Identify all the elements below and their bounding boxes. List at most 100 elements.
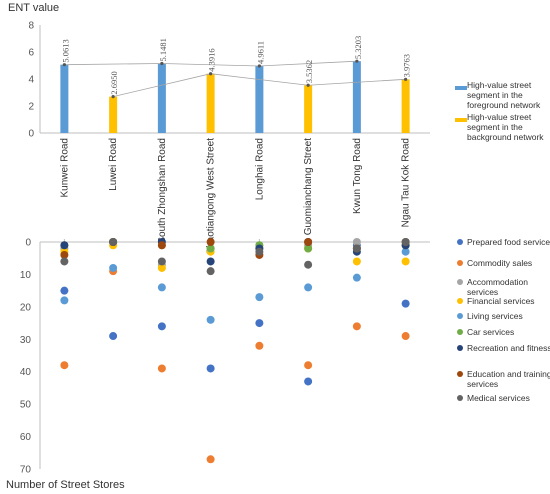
top-legend: High-value street segment in the foregro… [455, 80, 550, 142]
point-living-services [255, 293, 264, 302]
bar-foreground [60, 64, 69, 133]
bar-background [109, 96, 118, 133]
bar-foreground [352, 61, 361, 133]
point-living-services [109, 263, 118, 272]
legend-swatch [457, 345, 463, 351]
point-prepared-food-services [255, 319, 264, 328]
legend-label: High-value street segment in the foregro… [467, 80, 541, 110]
y-tick-label: 6 [28, 48, 34, 59]
legend-label: Recreation and fitness [467, 343, 550, 353]
data-point [355, 59, 359, 63]
point-recreation-and-fitness [60, 241, 69, 250]
bottom-legend: Prepared food services Commodity sales Acc… [455, 237, 550, 407]
point-living-services [401, 247, 410, 256]
category-label: Ngau Tau Kok Road [401, 138, 412, 227]
point-recreation-and-fitness [206, 257, 215, 266]
point-medical-services [206, 267, 215, 276]
data-point [160, 61, 164, 66]
bar-background [401, 79, 410, 133]
category-label: Chaotiangong West Street [206, 138, 217, 255]
point-medical-services [352, 244, 361, 253]
legend-swatch [457, 395, 463, 401]
trend-line-background [113, 73, 406, 98]
point-prepared-food-services [304, 377, 313, 386]
category-label: South Zhongshan Road [157, 138, 168, 244]
point-living-services [157, 283, 166, 292]
point-financial-services [157, 263, 166, 272]
data-point [62, 63, 66, 67]
legend-label: Medical services [467, 393, 530, 403]
point-accommodation-services [352, 238, 361, 246]
legend-label: Car services [467, 327, 515, 337]
point-commodity-sales [157, 364, 166, 373]
data-point [111, 95, 115, 99]
legend-swatch [457, 329, 463, 335]
y-tick-label: 30 [20, 335, 32, 346]
category-label: Kwun Tong Road [352, 138, 363, 214]
category-label: Longhai Road [254, 138, 265, 200]
top-y-axis-label: ENT value [8, 2, 60, 14]
point-prepared-food-services [401, 299, 410, 308]
legend-swatch [457, 279, 463, 285]
point-living-services [352, 273, 361, 282]
legend-label: Prepared food services [467, 237, 550, 247]
point-prepared-food-services [109, 332, 118, 341]
point-car-services [206, 244, 215, 253]
point-commodity-sales [206, 455, 215, 464]
y-tick-label: 2 [28, 102, 34, 113]
point-prepared-food-services [206, 364, 215, 373]
bottom-x-axis-label: Number of Street Stores [6, 479, 125, 491]
legend-swatch [457, 298, 463, 304]
legend-swatch [455, 86, 467, 90]
category-label: Guomianchang Street [303, 138, 314, 236]
point-medical-services [255, 247, 264, 256]
point-education-and-training-services [206, 238, 215, 246]
point-education-and-training-services [157, 241, 166, 250]
point-education-and-training-services [304, 238, 313, 246]
point-car-services [304, 244, 313, 253]
legend-swatch [457, 313, 463, 319]
point-living-services [206, 315, 215, 324]
y-tick-label: 50 [20, 400, 32, 411]
y-tick-label: 70 [20, 465, 32, 476]
data-label: 5.3203 [353, 36, 363, 59]
point-medical-services [157, 257, 166, 266]
y-tick-label: 0 [28, 129, 34, 140]
point-commodity-sales [304, 361, 313, 370]
category-label: Kunwei Road [59, 138, 70, 197]
data-label: 4.9611 [255, 41, 265, 64]
legend-label: Living services [467, 311, 523, 321]
ent-bar-chart: 0 2 4 6 8 5.0613 2.6950 5.1481 4.3916 4.9611 3.536… [28, 21, 430, 255]
point-medical-services [304, 260, 313, 269]
point-financial-services [352, 257, 361, 266]
legend-swatch [457, 260, 463, 266]
point-medical-services [109, 238, 118, 246]
point-commodity-sales [255, 341, 264, 350]
y-tick-label: 10 [20, 270, 32, 281]
legend-label: Education and training services [467, 369, 550, 389]
y-tick-label: 40 [20, 367, 32, 378]
legend-label: Financial services [467, 296, 535, 306]
data-point [306, 83, 310, 87]
data-label: 5.0613 [60, 39, 70, 62]
data-point [404, 77, 408, 81]
legend-label: Commodity sales [467, 258, 533, 268]
point-medical-services [401, 238, 410, 246]
y-tick-label: 4 [28, 75, 34, 86]
data-label: 5.1481 [158, 38, 168, 61]
bar-foreground [255, 66, 264, 133]
legend-swatch [455, 118, 467, 122]
point-living-services [60, 296, 69, 305]
legend-label: Accommodation services [467, 277, 528, 297]
data-label: 3.9763 [402, 54, 412, 77]
data-point [209, 72, 213, 76]
trend-line-foreground [64, 60, 357, 67]
y-tick-label: 20 [20, 302, 32, 313]
legend-swatch [457, 371, 463, 377]
data-label: 4.3916 [207, 48, 217, 71]
data-label: 2.6950 [109, 71, 119, 94]
data-point [257, 64, 261, 68]
y-tick-label: 8 [28, 21, 34, 32]
point-living-services [304, 283, 313, 292]
